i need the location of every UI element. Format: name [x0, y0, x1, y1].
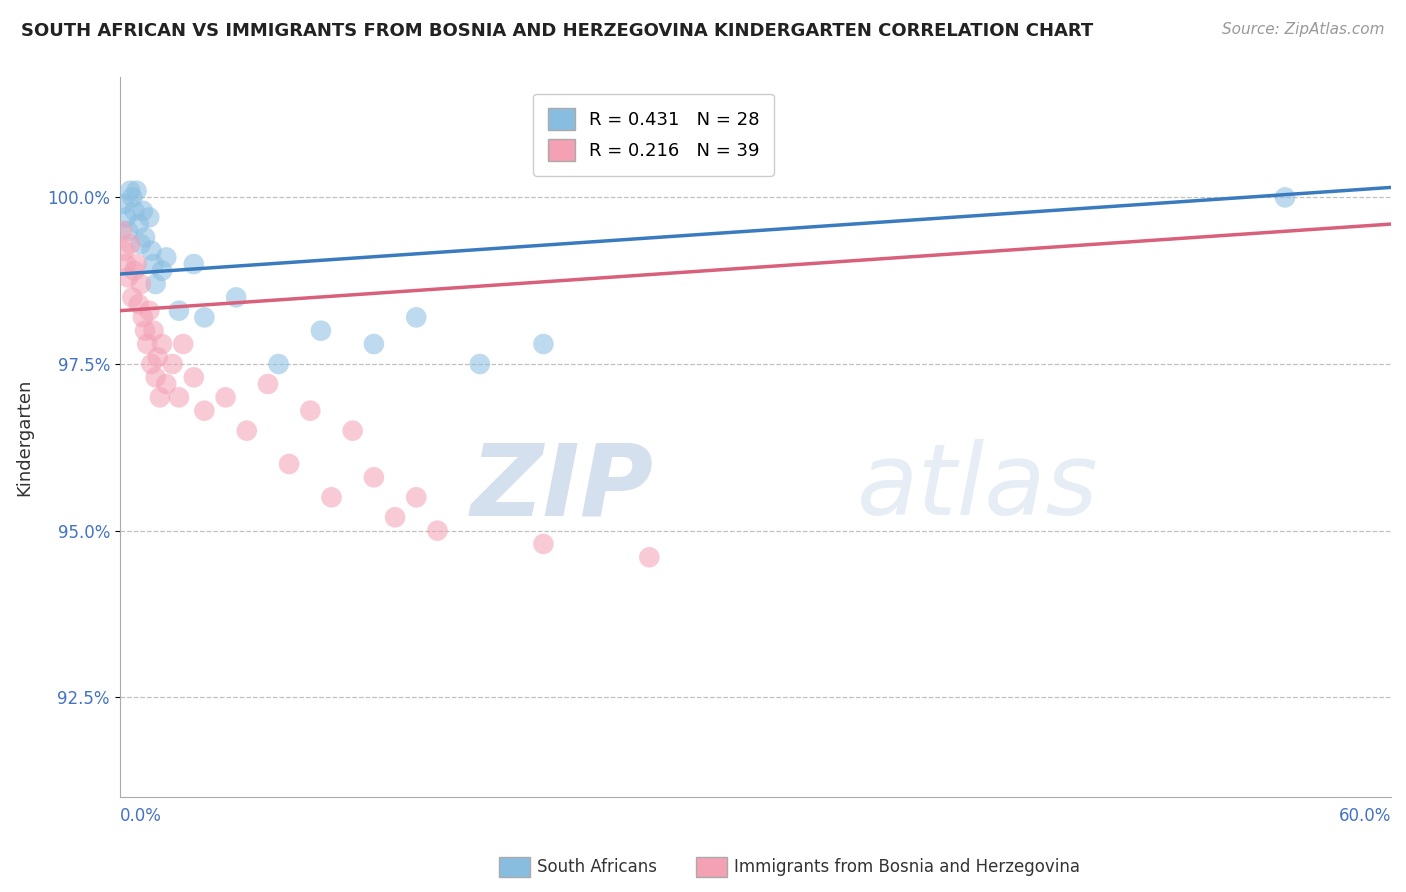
Point — [155, 377, 177, 392]
Text: ZIP: ZIP — [471, 439, 654, 536]
Text: Immigrants from Bosnia and Herzegovina: Immigrants from Bosnia and Herzegovina — [734, 858, 1080, 876]
Point — [193, 310, 215, 325]
Point — [138, 211, 160, 225]
Legend: R = 0.431   N = 28, R = 0.216   N = 39: R = 0.431 N = 28, R = 0.216 N = 39 — [533, 94, 775, 176]
Point — [128, 297, 150, 311]
Point — [638, 550, 661, 565]
Point — [257, 377, 280, 392]
Point — [145, 277, 167, 291]
Text: 60.0%: 60.0% — [1339, 806, 1391, 824]
Point — [128, 217, 150, 231]
Point — [134, 230, 156, 244]
Point — [121, 290, 143, 304]
Point — [111, 224, 134, 238]
Point — [155, 251, 177, 265]
Point — [142, 324, 165, 338]
Text: SOUTH AFRICAN VS IMMIGRANTS FROM BOSNIA AND HERZEGOVINA KINDERGARTEN CORRELATION: SOUTH AFRICAN VS IMMIGRANTS FROM BOSNIA … — [21, 22, 1094, 40]
Point — [124, 203, 146, 218]
Y-axis label: Kindergarten: Kindergarten — [15, 378, 32, 496]
Point — [183, 257, 205, 271]
Point — [150, 263, 173, 277]
Point — [125, 257, 148, 271]
Point — [531, 337, 554, 351]
Text: South Africans: South Africans — [537, 858, 657, 876]
Point — [225, 290, 247, 304]
Point — [120, 237, 142, 252]
Point — [267, 357, 290, 371]
Point — [141, 244, 163, 258]
Point — [138, 303, 160, 318]
Point — [141, 357, 163, 371]
Point — [193, 403, 215, 417]
Point — [172, 337, 194, 351]
Point — [235, 424, 257, 438]
Point — [112, 197, 135, 211]
Point — [136, 337, 159, 351]
Point — [142, 257, 165, 271]
Point — [405, 491, 427, 505]
Point — [278, 457, 301, 471]
Point — [129, 277, 152, 291]
Point — [117, 224, 139, 238]
Point — [132, 310, 155, 325]
Point — [183, 370, 205, 384]
Point — [146, 351, 169, 365]
Point — [363, 337, 385, 351]
Point — [162, 357, 184, 371]
Point — [214, 390, 236, 404]
Point — [468, 357, 491, 371]
Point — [531, 537, 554, 551]
Point — [121, 190, 143, 204]
Point — [117, 270, 139, 285]
Point — [120, 184, 142, 198]
Point — [342, 424, 364, 438]
Point — [167, 390, 190, 404]
Point — [134, 324, 156, 338]
Point — [132, 203, 155, 218]
Point — [112, 244, 135, 258]
Point — [363, 470, 385, 484]
Text: Source: ZipAtlas.com: Source: ZipAtlas.com — [1222, 22, 1385, 37]
Point — [309, 324, 332, 338]
Point — [321, 491, 343, 505]
Point — [405, 310, 427, 325]
Point — [125, 184, 148, 198]
Point — [384, 510, 406, 524]
Point — [124, 263, 146, 277]
Point — [115, 257, 138, 271]
Point — [150, 337, 173, 351]
Point — [299, 403, 322, 417]
Point — [115, 211, 138, 225]
Text: 0.0%: 0.0% — [120, 806, 162, 824]
Point — [1274, 190, 1296, 204]
Point — [426, 524, 449, 538]
Text: atlas: atlas — [858, 439, 1098, 536]
Point — [129, 237, 152, 252]
Point — [145, 370, 167, 384]
Point — [167, 303, 190, 318]
Point — [149, 390, 172, 404]
